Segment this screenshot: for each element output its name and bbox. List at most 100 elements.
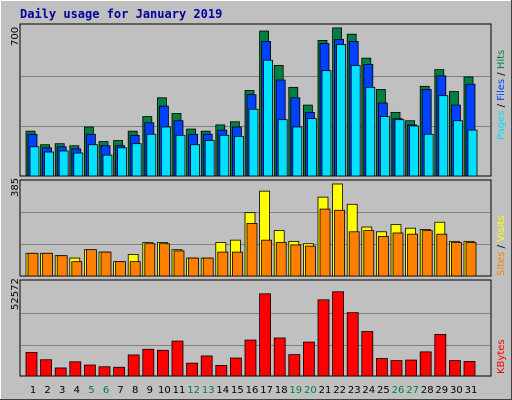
kbytes-panel-max-label: 52572 [10, 278, 21, 310]
day-tick-label: 20 [304, 385, 317, 396]
pages-bar [277, 119, 288, 177]
kbytes-bar [171, 340, 184, 377]
kbytes-bar [259, 293, 272, 377]
day-tick-label: 3 [59, 385, 65, 396]
pages-bar [73, 152, 84, 177]
sites-bar [129, 261, 141, 277]
pages-bar [204, 140, 215, 177]
pages-bar [467, 129, 478, 177]
day-tick-label: 1 [30, 385, 36, 396]
kbytes-bar [113, 366, 125, 377]
sites-bar [42, 252, 53, 277]
sites-bar [173, 250, 185, 277]
kbytes-bar [273, 337, 286, 377]
pages-bar [292, 126, 303, 177]
visits-panel-legend: Sites / Visits [496, 215, 507, 276]
day-tick-label: 10 [158, 385, 171, 396]
kbytes-bar [40, 359, 52, 377]
pages-bar [379, 116, 390, 177]
pages-bar [438, 95, 449, 177]
sites-bar [261, 239, 273, 277]
kbytes-bar [127, 354, 140, 377]
pages-bar [306, 118, 317, 177]
sites-bar [290, 244, 302, 277]
kbytes-bar [302, 341, 315, 377]
legend-pages: Pages [496, 111, 507, 140]
kbytes-bar [346, 312, 359, 377]
pages-bar [58, 150, 69, 177]
kbytes-bar [229, 357, 242, 377]
kbytes-bar [405, 359, 418, 377]
legend-separator: / [496, 69, 507, 79]
kbytes-bar [419, 351, 432, 377]
day-tick-label: 14 [216, 385, 229, 396]
sites-bar [246, 223, 258, 277]
legend-hits: Hits [496, 50, 507, 69]
sites-bar [231, 251, 243, 277]
day-tick-label: 29 [435, 385, 448, 396]
day-tick-label: 8 [132, 385, 138, 396]
day-tick-label: 13 [202, 385, 215, 396]
kbytes-bar [288, 354, 301, 377]
sites-bar [436, 233, 448, 277]
kbytes-bar [186, 362, 199, 377]
kbytes-bar [375, 358, 388, 377]
pages-bar [248, 108, 259, 177]
day-tick-label: 17 [260, 385, 273, 396]
day-tick-label: 6 [103, 385, 109, 396]
sites-bar [275, 242, 287, 277]
pages-bar [394, 119, 405, 177]
day-tick-label: 4 [74, 385, 80, 396]
legend-separator: / [496, 101, 507, 111]
sites-bar [392, 232, 404, 277]
hits-panel-legend: Pages / Files / Hits [496, 50, 507, 140]
sites-bar [465, 242, 477, 277]
kbytes-bar [54, 367, 67, 377]
chart-marks: 1 2 3 4 5 6 7 8 9 10 11 12 13 14 15 16 17 18 19 20 21 22 23 24 2… [21, 27, 490, 396]
pages-bar [44, 151, 54, 177]
kbytes-bar [98, 366, 111, 377]
pages-bar [263, 59, 274, 177]
pages-bar [190, 144, 201, 177]
pages-bar [350, 65, 361, 177]
sites-bar [158, 243, 170, 277]
kbytes-bar [317, 299, 330, 377]
day-tick-label: 26 [392, 385, 405, 396]
pages-bar [219, 134, 230, 177]
day-tick-label: 28 [421, 385, 434, 396]
sites-bar [377, 236, 389, 277]
kbytes-bar [244, 339, 257, 377]
legend-separator: / [496, 242, 507, 252]
day-tick-label: 21 [319, 385, 332, 396]
pages-bar [160, 126, 171, 177]
day-tick-label: 27 [406, 385, 419, 396]
sites-bar [304, 245, 316, 277]
day-tick-label: 18 [275, 385, 288, 396]
pages-bar [146, 133, 157, 177]
sites-bar [144, 243, 156, 277]
sites-bar [115, 261, 126, 277]
day-tick-label: 11 [173, 385, 186, 396]
day-tick-label: 19 [289, 385, 302, 396]
day-tick-label: 31 [465, 385, 478, 396]
kbytes-bar [361, 331, 374, 377]
kbytes-bar [448, 360, 461, 377]
pages-bar [131, 143, 142, 177]
kbytes-bar [69, 361, 82, 377]
sites-bar [100, 251, 112, 277]
kbytes-bar [25, 351, 38, 377]
legend-kbytes: KBytes [496, 339, 507, 374]
day-tick-label: 25 [377, 385, 390, 396]
day-tick-label: 22 [333, 385, 346, 396]
day-tick-label: 9 [147, 385, 153, 396]
pages-bar [452, 120, 463, 177]
sites-bar [450, 242, 462, 277]
pages-bar [175, 134, 186, 177]
kbytes-bar [463, 361, 476, 377]
sites-bar [71, 261, 83, 277]
pages-bar [409, 125, 420, 177]
day-tick-label: 2 [44, 385, 50, 396]
legend-visits: Visits [496, 215, 507, 242]
